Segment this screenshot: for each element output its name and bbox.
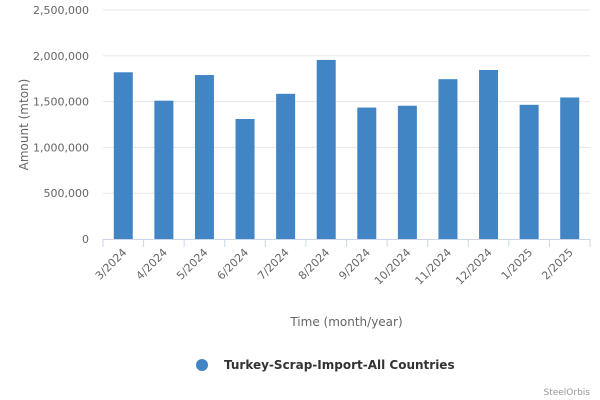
legend-label: Turkey-Scrap-Import-All Countries bbox=[224, 358, 455, 372]
x-tick-label: 7/2024 bbox=[255, 246, 292, 283]
y-axis-ticks: 0 500,000 1,000,000 1,500,000 2,000,000 2,500… bbox=[33, 4, 89, 246]
x-tick-label: 6/2024 bbox=[215, 246, 252, 283]
x-axis-title: Time (month/year) bbox=[289, 315, 402, 329]
bar[interactable] bbox=[235, 119, 255, 239]
x-axis-tick-marks bbox=[102, 239, 591, 247]
bar[interactable] bbox=[560, 97, 580, 239]
legend[interactable]: Turkey-Scrap-Import-All Countries bbox=[196, 358, 455, 372]
grid-lines bbox=[103, 9, 590, 194]
bar[interactable] bbox=[194, 75, 214, 239]
x-tick-label: 2/2025 bbox=[539, 246, 576, 283]
bar-series bbox=[113, 59, 580, 240]
x-tick-label: 10/2024 bbox=[372, 246, 414, 288]
x-tick-label: 8/2024 bbox=[296, 246, 333, 283]
bar[interactable] bbox=[357, 107, 377, 239]
x-tick-label: 12/2024 bbox=[453, 246, 495, 288]
y-tick-label: 2,500,000 bbox=[33, 4, 89, 17]
x-tick-label: 1/2025 bbox=[499, 246, 536, 283]
bar[interactable] bbox=[316, 59, 336, 240]
bar[interactable] bbox=[113, 72, 133, 240]
bar[interactable] bbox=[154, 100, 174, 240]
bar[interactable] bbox=[519, 104, 539, 239]
x-tick-label: 3/2024 bbox=[93, 246, 130, 283]
legend-marker bbox=[196, 359, 208, 371]
x-tick-label: 9/2024 bbox=[336, 246, 373, 283]
credit-text[interactable]: SteelOrbis bbox=[543, 388, 590, 398]
x-tick-label: 4/2024 bbox=[133, 246, 170, 283]
bar[interactable] bbox=[479, 69, 499, 239]
y-tick-label: 500,000 bbox=[44, 187, 90, 200]
x-tick-label: 11/2024 bbox=[413, 246, 455, 288]
y-tick-label: 1,500,000 bbox=[33, 96, 89, 109]
y-tick-label: 2,000,000 bbox=[33, 50, 89, 63]
bar[interactable] bbox=[276, 93, 296, 240]
bar[interactable] bbox=[397, 105, 417, 239]
y-tick-label: 1,000,000 bbox=[33, 141, 89, 154]
x-tick-label: 5/2024 bbox=[174, 246, 211, 283]
x-axis-labels: 3/2024 4/2024 5/2024 6/2024 7/2024 8/2024 9/20… bbox=[93, 246, 576, 288]
y-axis-title: Amount (mton) bbox=[17, 79, 31, 171]
bar[interactable] bbox=[438, 79, 458, 240]
y-tick-label: 0 bbox=[82, 233, 89, 246]
